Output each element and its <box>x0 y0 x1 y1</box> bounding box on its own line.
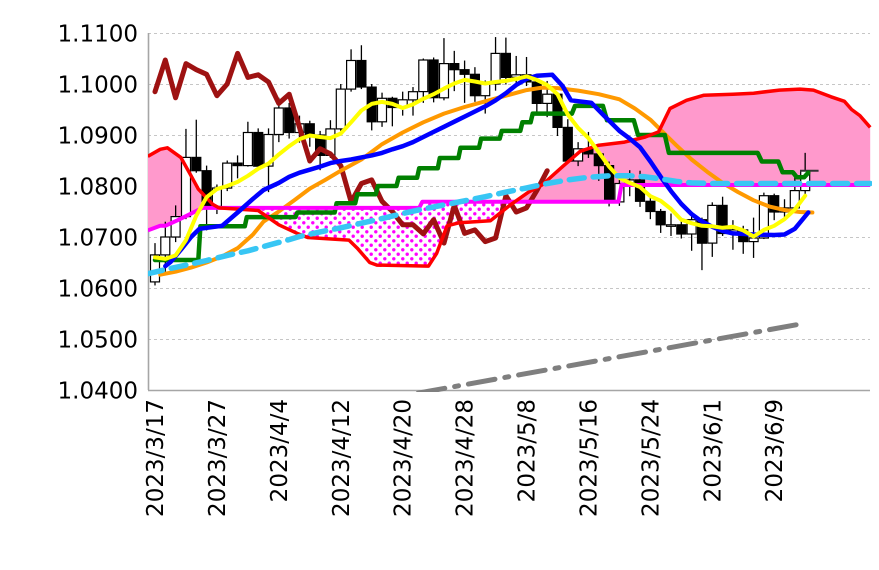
x-tick-label: 2023/6/1 <box>700 399 726 502</box>
x-tick-label: 2023/5/8 <box>515 399 541 502</box>
y-tick-label: 1.0900 <box>58 124 138 150</box>
candle-body-down <box>655 210 666 226</box>
x-tick-label: 2023/5/24 <box>638 399 664 517</box>
candle-body-up <box>758 195 770 239</box>
x-tick-label: 2023/4/20 <box>391 399 417 517</box>
candle-body-up <box>242 131 253 167</box>
candle-body-up <box>273 107 284 136</box>
x-tick-label: 2023/3/27 <box>205 399 231 517</box>
x-axis-labels: 2023/3/17 2023/3/27 2023/4/4 2023/4/12 2023/… <box>143 399 788 517</box>
candle-body-up <box>160 236 171 256</box>
series-trend_support_gray <box>415 320 808 392</box>
candle-body-up <box>170 216 181 238</box>
series-ma_blue <box>163 72 811 269</box>
candle-body-down <box>769 195 780 213</box>
candle-body-down <box>449 62 460 71</box>
x-tick-label: 2023/6/9 <box>762 399 788 502</box>
candle-body-up <box>346 59 357 90</box>
y-axis-labels: 1.1100 1.1000 1.0900 1.0800 1.0700 1.0600 1.05… <box>58 22 138 405</box>
x-tick-label: 2023/4/4 <box>267 399 293 502</box>
candle-body-down <box>562 126 573 162</box>
candle-body-down <box>500 52 511 79</box>
candle-body-down <box>676 224 687 235</box>
y-tick-label: 1.0600 <box>58 277 138 303</box>
candle-body-down <box>469 73 480 97</box>
candle-body-up <box>263 133 274 167</box>
candle-body-down <box>356 59 367 88</box>
candle-body-up <box>438 62 450 99</box>
indicator-lines <box>148 50 872 392</box>
candle-body-down <box>191 156 202 172</box>
series-ma_yellow <box>153 74 808 261</box>
y-tick-label: 1.1100 <box>58 22 138 48</box>
y-tick-label: 1.0500 <box>58 328 138 354</box>
x-tick-label: 2023/4/12 <box>329 399 355 517</box>
candle-body-up <box>407 91 419 101</box>
candle-body-up <box>480 83 491 97</box>
candle-body-down <box>284 107 295 134</box>
candle-body-up <box>686 219 697 235</box>
candle-body-up <box>376 97 388 123</box>
candle-body-up <box>748 237 759 243</box>
y-tick-label: 1.1000 <box>58 73 138 99</box>
candle-body-up <box>222 162 233 189</box>
candle-body-up <box>490 52 501 85</box>
candle-body-up <box>418 59 429 93</box>
candle-body-up <box>542 93 553 104</box>
candle-body-down <box>531 81 542 104</box>
candle-body-down <box>717 204 728 235</box>
candle-body-down <box>428 59 439 99</box>
y-tick-label: 1.0400 <box>58 379 138 405</box>
candle-body-up <box>665 224 677 227</box>
series-senkou_a <box>148 87 872 268</box>
x-tick-label: 2023/3/17 <box>143 399 169 517</box>
x-tick-label: 2023/5/16 <box>576 399 602 517</box>
candle-body-down <box>253 131 264 167</box>
series-ma_cyan_dashed <box>148 173 872 277</box>
y-tick-label: 1.0700 <box>58 226 138 252</box>
candle-body-up <box>335 88 346 130</box>
candle-body-down <box>304 123 315 136</box>
candle-body-down <box>232 162 243 167</box>
candle-body-down <box>645 200 656 213</box>
candle-body-down <box>459 69 470 75</box>
y-tick-label: 1.0800 <box>58 175 138 201</box>
x-tick-label: 2023/4/28 <box>453 399 479 517</box>
